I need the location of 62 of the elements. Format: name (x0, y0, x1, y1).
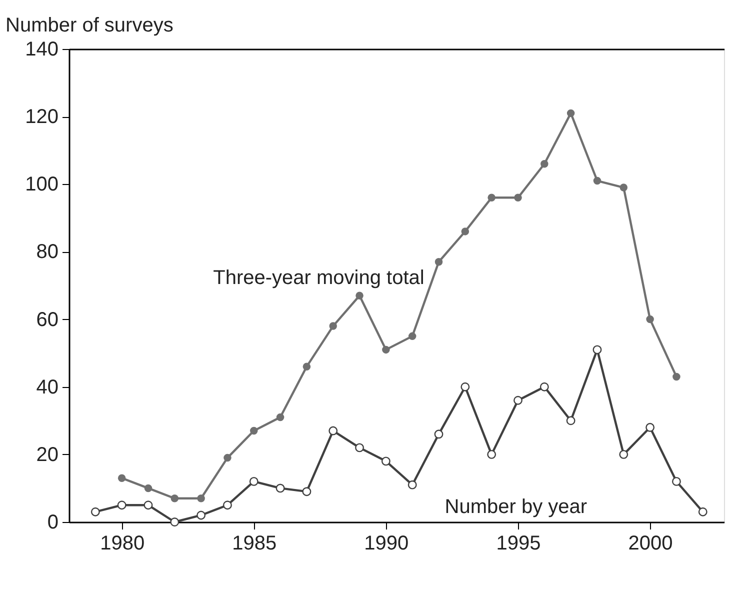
y-tick-label: 140 (25, 38, 58, 60)
x-tick-label: 1980 (100, 532, 145, 554)
point (619, 450, 628, 459)
point (672, 372, 680, 381)
point (461, 228, 470, 236)
point (434, 258, 443, 266)
point (487, 450, 496, 459)
point (249, 476, 258, 486)
point (222, 500, 232, 510)
point (224, 454, 232, 462)
point (276, 484, 285, 493)
y-tick-label: 80 (36, 241, 58, 264)
y-tick-label: 100 (25, 174, 58, 196)
point (672, 476, 681, 486)
point (540, 160, 548, 168)
point (460, 382, 470, 392)
point (514, 194, 522, 202)
y-tick-label: 60 (36, 308, 58, 331)
point (408, 480, 417, 490)
point (328, 426, 338, 436)
x-tick-label: 1990 (364, 532, 409, 554)
point (276, 413, 284, 422)
point (356, 292, 364, 300)
point (382, 346, 390, 354)
y-tick-label: 120 (25, 106, 58, 128)
x-tick-label: 1995 (496, 532, 541, 554)
point (488, 194, 496, 202)
point (117, 500, 126, 510)
point (144, 500, 153, 510)
x-tick-label: 2000 (628, 532, 673, 554)
point (698, 507, 708, 516)
point (408, 332, 416, 340)
series-label: Three-year moving total (213, 266, 424, 289)
y-tick-label: 40 (36, 376, 58, 398)
point (90, 507, 100, 516)
point (355, 443, 364, 452)
point (381, 456, 390, 466)
point (170, 518, 180, 526)
x-tick-label: 1985 (232, 532, 277, 554)
point (434, 430, 444, 439)
point (646, 315, 654, 324)
y-tick-label: 20 (36, 444, 58, 466)
point (144, 484, 152, 492)
point (592, 345, 602, 354)
series-label: Number by year (444, 496, 588, 518)
point (302, 362, 311, 370)
point (170, 494, 179, 502)
point (197, 494, 205, 502)
y-axis-title: Number of surveys (6, 14, 174, 36)
y-tick-label: 0 (47, 512, 58, 534)
point (329, 322, 337, 330)
point (118, 474, 126, 482)
point (250, 426, 258, 435)
point (566, 416, 576, 426)
point (540, 382, 549, 392)
point (593, 176, 602, 185)
point (514, 396, 522, 405)
point (196, 510, 206, 520)
point (646, 422, 655, 432)
point (620, 184, 628, 192)
point (566, 109, 575, 118)
point (302, 487, 312, 496)
